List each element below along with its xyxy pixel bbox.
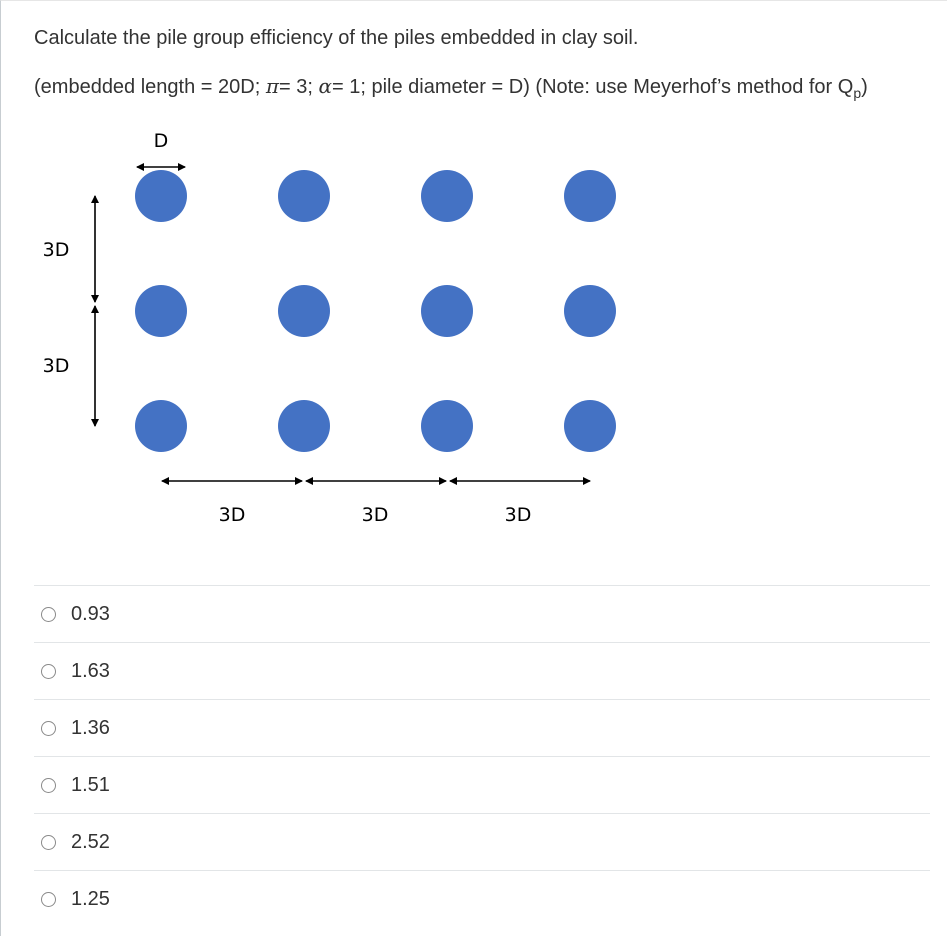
horizontal-spacing-label-1: 3D <box>219 504 246 526</box>
answer-option-6[interactable]: 1.25 <box>34 870 930 927</box>
vertical-spacing-label-2: 3D <box>43 355 70 377</box>
answer-option-3[interactable]: 1.36 <box>34 699 930 756</box>
alpha-symbol: α <box>318 74 332 98</box>
answer-option-label: 1.63 <box>71 659 110 682</box>
pile <box>564 170 616 222</box>
pile <box>135 170 187 222</box>
pile <box>564 285 616 337</box>
pile-group-diagram: D 3D 3D 3D 3D 3D <box>43 130 616 526</box>
question-text: Calculate the pile group efficiency of t… <box>34 27 639 49</box>
pile <box>421 400 473 452</box>
question-parameters: (embedded length = 20D; π= 3; α= 1; pile… <box>34 74 868 101</box>
radio-button[interactable] <box>41 777 56 793</box>
params-suffix: ) <box>861 76 868 98</box>
diameter-label: D <box>154 130 169 152</box>
pile <box>135 400 187 452</box>
answer-option-label: 2.52 <box>71 830 110 853</box>
radio-button[interactable] <box>41 891 56 907</box>
answer-option-1[interactable]: 0.93 <box>34 585 930 642</box>
horizontal-spacing-label-3: 3D <box>505 504 532 526</box>
pile-grid <box>135 170 616 452</box>
radio-button[interactable] <box>41 834 56 850</box>
answer-option-label: 0.93 <box>71 602 110 625</box>
radio-button[interactable] <box>41 663 56 679</box>
pile <box>421 170 473 222</box>
radio-button[interactable] <box>41 606 56 622</box>
pi-value: = 3; <box>278 76 319 98</box>
pi-symbol: π <box>265 74 279 98</box>
pile <box>564 400 616 452</box>
pile <box>135 285 187 337</box>
answer-option-label: 1.51 <box>71 773 110 796</box>
horizontal-spacing-label-2: 3D <box>362 504 389 526</box>
pile <box>278 170 330 222</box>
answer-option-label: 1.25 <box>71 887 110 910</box>
vertical-spacing-label-1: 3D <box>43 239 70 261</box>
answer-option-4[interactable]: 1.51 <box>34 756 930 813</box>
answer-option-5[interactable]: 2.52 <box>34 813 930 870</box>
params-prefix: (embedded length = 20D; <box>34 76 266 98</box>
qp-subscript: p <box>853 85 862 101</box>
alpha-value: = 1; pile diameter = D) (Note: use Meyer… <box>331 76 854 98</box>
answer-option-2[interactable]: 1.63 <box>34 642 930 699</box>
pile <box>278 400 330 452</box>
answer-option-label: 1.36 <box>71 716 110 739</box>
pile <box>421 285 473 337</box>
radio-button[interactable] <box>41 720 56 736</box>
answer-options: 0.93 1.63 1.36 1.51 2.52 1.25 <box>34 585 930 927</box>
pile <box>278 285 330 337</box>
